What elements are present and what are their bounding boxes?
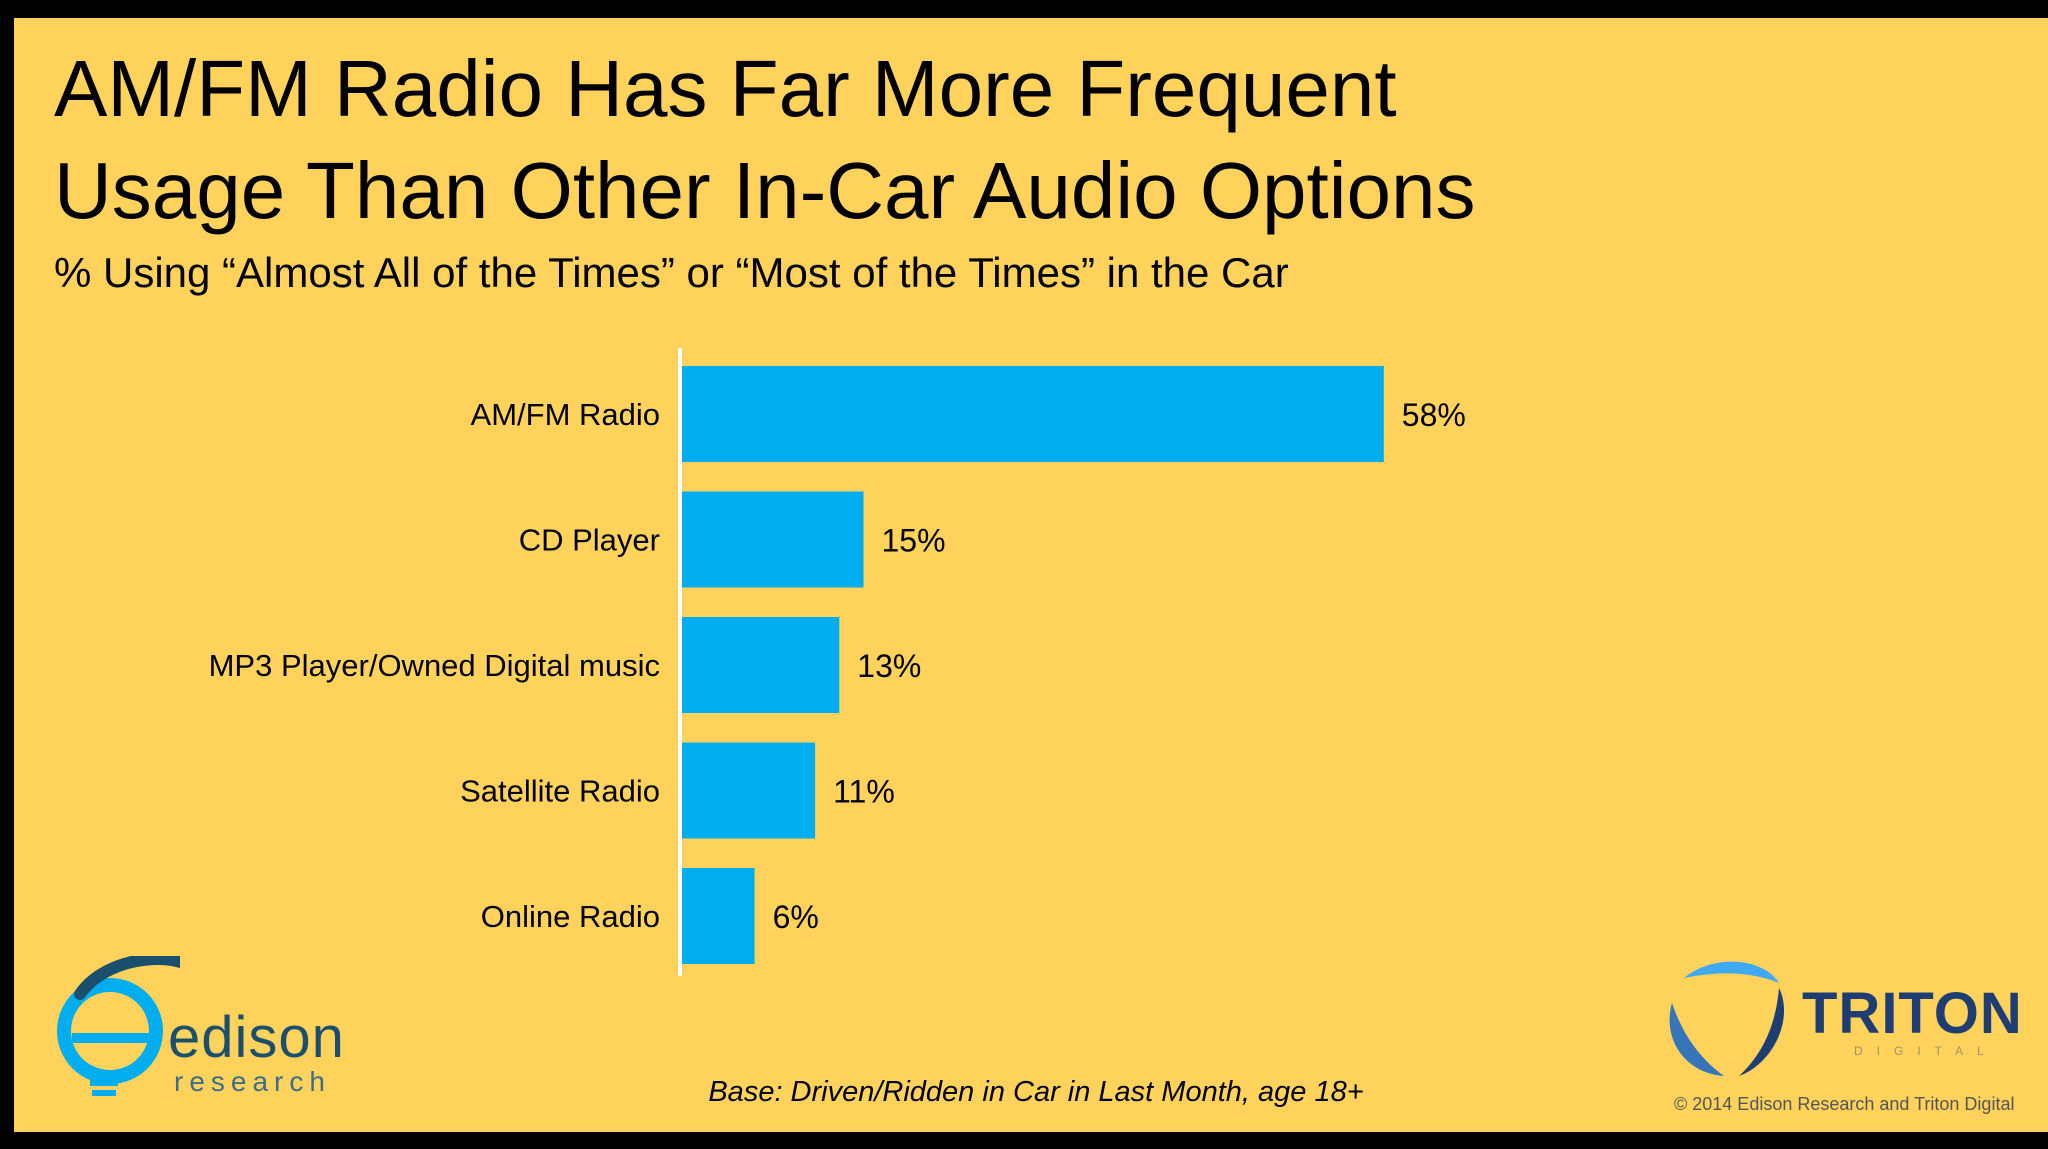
- chart-subtitle: % Using “Almost All of the Times” or “Mo…: [54, 249, 1289, 296]
- copyright-notice: © 2014 Edison Research and Triton Digita…: [1674, 1094, 2015, 1114]
- category-label: CD Player: [519, 523, 660, 558]
- data-label: 11%: [833, 774, 895, 810]
- category-label: AM/FM Radio: [471, 397, 660, 432]
- base-footnote: Base: Driven/Ridden in Car in Last Month…: [708, 1076, 1364, 1108]
- title-line-1: AM/FM Radio Has Far More Frequent: [54, 44, 1397, 133]
- page-title: AM/FM Radio Has Far More Frequent Usage …: [54, 38, 1476, 242]
- bar: [682, 366, 1384, 462]
- triton-subtitle: DIGITAL: [1854, 1044, 1998, 1058]
- triton-wordmark: TRITON: [1802, 981, 2023, 1046]
- data-label: 58%: [1402, 397, 1466, 433]
- bar: [682, 868, 755, 964]
- triton-digital-logo: TRITON DIGITAL: [1654, 948, 2022, 1088]
- title-line-2: Usage Than Other In-Car Audio Options: [54, 146, 1476, 235]
- category-label: Online Radio: [481, 899, 660, 934]
- data-label: 6%: [773, 899, 819, 935]
- data-label: 15%: [882, 523, 946, 559]
- slide: AM/FM Radio Has Far More Frequent Usage …: [14, 18, 2048, 1132]
- edison-subtitle: research: [174, 1066, 331, 1097]
- data-label: 13%: [857, 648, 921, 684]
- bar: [682, 742, 816, 839]
- bar-chart: AM/FM Radio 58% CD Player 15% MP3 Player/Own…: [209, 348, 1466, 976]
- category-label: Satellite Radio: [460, 774, 660, 809]
- edison-wordmark: edison: [168, 1005, 345, 1070]
- edison-bulb-icon: [57, 956, 180, 1096]
- triton-swirl-icon: [1669, 961, 1785, 1076]
- bar: [682, 617, 840, 713]
- category-label: MP3 Player/Owned Digital music: [209, 648, 660, 683]
- edison-research-logo: edison research: [50, 956, 410, 1116]
- bar: [682, 491, 864, 588]
